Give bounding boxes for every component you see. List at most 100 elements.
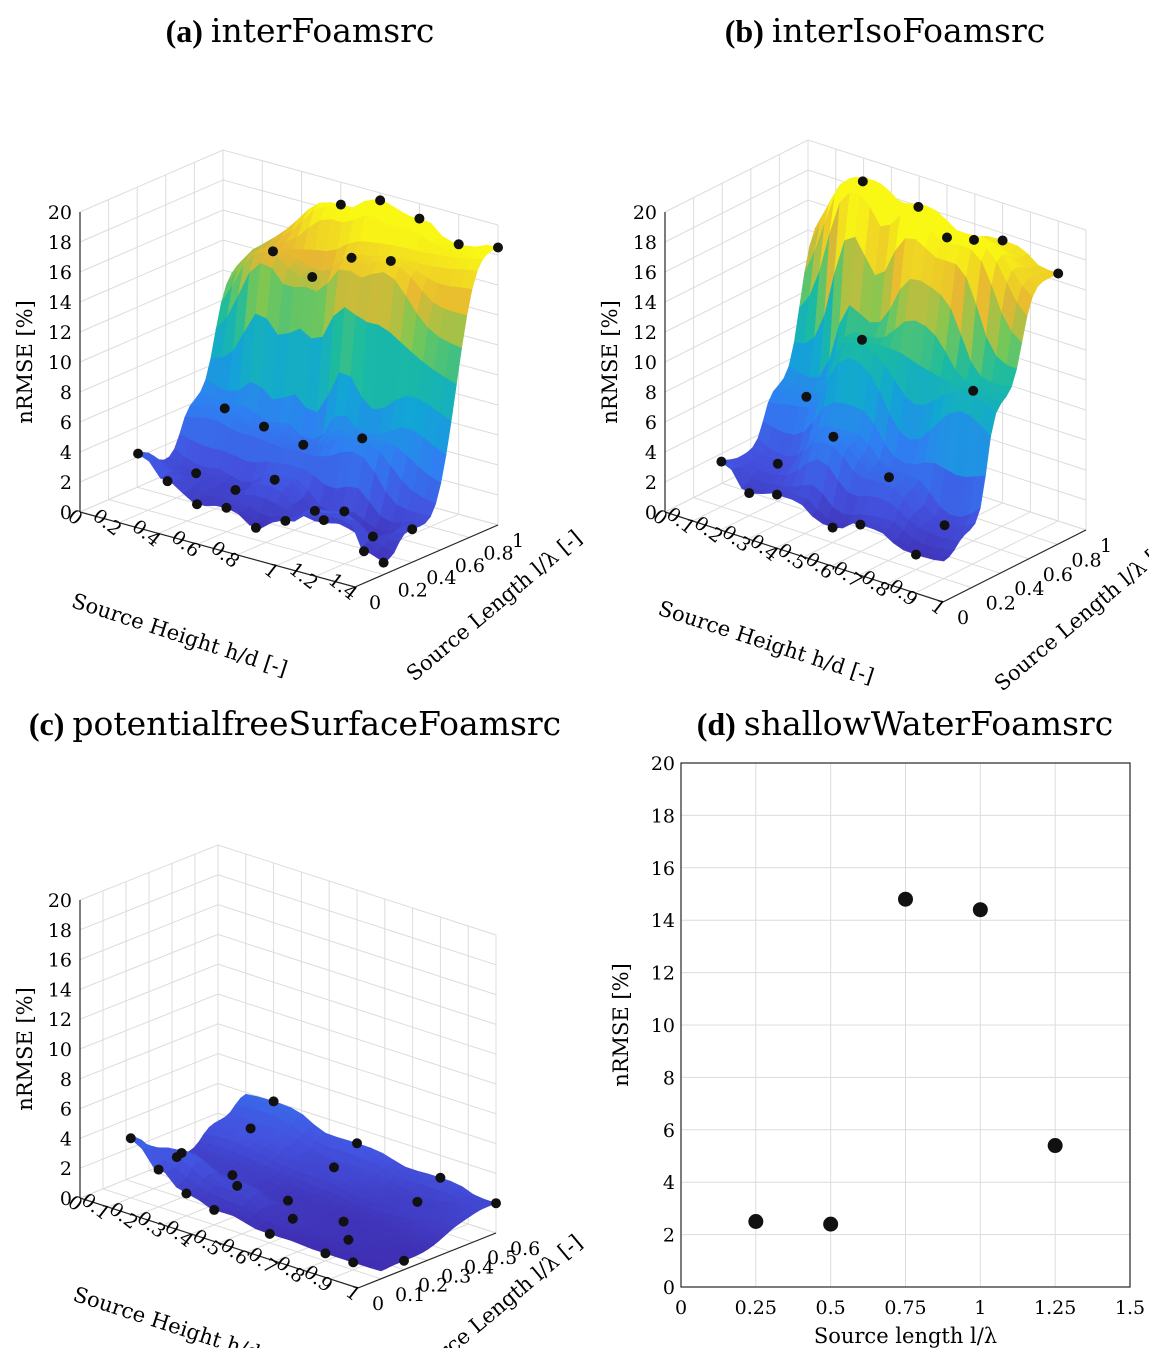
- data-point: [287, 1213, 298, 1224]
- data-point: [828, 431, 839, 442]
- y-tick-label: 0.8: [1071, 549, 1101, 571]
- data-point: [338, 1216, 349, 1227]
- z-tick-label: 8: [60, 382, 72, 404]
- data-point: [221, 502, 232, 513]
- y-axis: [354, 524, 499, 588]
- x-axis: [79, 511, 356, 588]
- z-tick-label: 0: [60, 1188, 72, 1210]
- y-tick-label: 0: [372, 1293, 384, 1315]
- x-tick-label: 1.5: [1115, 1297, 1145, 1319]
- panel-title: (c) potentialfreeSurfaceFoamsrc: [29, 704, 561, 743]
- x-axis-label: Source length l/λ: [814, 1324, 997, 1348]
- data-point: [171, 1152, 182, 1163]
- z-tick-label: 18: [633, 232, 657, 254]
- z-tick-label: 8: [60, 1069, 72, 1091]
- x-tick-label: 0.75: [884, 1297, 926, 1319]
- data-point: [230, 484, 241, 495]
- data-point: [801, 391, 812, 402]
- y-tick-label: 0.2: [986, 593, 1016, 615]
- y-tick-label: 0.5: [487, 1247, 517, 1269]
- data-point: [898, 891, 913, 907]
- y-tick-label: 0.2: [398, 580, 428, 602]
- data-point: [367, 531, 378, 542]
- z-tick-label: 16: [633, 262, 657, 284]
- gridline-y: [693, 197, 972, 589]
- data-point: [219, 403, 230, 414]
- panel-title-text: potentialfreeSurfaceFoamsrc: [72, 704, 561, 743]
- z-tick-label: 18: [48, 232, 72, 254]
- data-point: [268, 1096, 279, 1107]
- data-point: [884, 472, 894, 483]
- y-tick-label: 10: [651, 1015, 675, 1037]
- y-tick-label: 0.4: [464, 1256, 494, 1278]
- data-point: [435, 1172, 446, 1183]
- y-tick-label: 0.1: [395, 1284, 425, 1306]
- data-point: [911, 549, 921, 560]
- data-point: [939, 520, 950, 531]
- gridline-z: [79, 904, 497, 996]
- data-point: [329, 1162, 339, 1173]
- data-point: [343, 1234, 354, 1245]
- gridline-z: [79, 963, 497, 1055]
- z-tick-label: 0: [60, 502, 72, 524]
- data-point: [414, 213, 425, 224]
- x-tick-label: 1.25: [1034, 1297, 1076, 1319]
- data-point: [491, 1198, 501, 1209]
- z-tick-label: 14: [48, 979, 72, 1001]
- z-tick-label: 4: [60, 1128, 72, 1150]
- panel-title: (d) shallowWaterFoamsrc: [697, 704, 1114, 743]
- z-tick-label: 2: [60, 1158, 72, 1180]
- data-point: [125, 1133, 136, 1144]
- data-point: [772, 489, 782, 500]
- data-point: [744, 488, 755, 499]
- x-tick-label: 1: [341, 1281, 364, 1306]
- y-tick-label: 0.2: [418, 1275, 448, 1297]
- y-tick-label: 8: [663, 1067, 675, 1089]
- data-point: [375, 195, 386, 206]
- data-point: [352, 1138, 362, 1149]
- z-tick-label: 12: [48, 322, 72, 344]
- plot-frame: [680, 762, 1131, 1288]
- y-tick-label: 0.6: [455, 555, 485, 577]
- y-tick-label: 4: [663, 1172, 675, 1194]
- y-tick-label: 0.8: [483, 542, 513, 564]
- gridline-y: [108, 199, 384, 576]
- y-tick-label: 0.6: [510, 1238, 540, 1260]
- data-point: [358, 546, 369, 557]
- data-point: [133, 448, 144, 459]
- data-point: [969, 234, 979, 245]
- panel-title-text: interIsoFoamsrc: [772, 11, 1045, 50]
- surface-patch: [932, 555, 950, 562]
- data-point: [1047, 1138, 1063, 1154]
- z-tick-label: 0: [645, 502, 657, 524]
- y-tick-label: 0: [957, 607, 969, 629]
- x-tick-label: 0: [675, 1297, 687, 1319]
- data-point: [399, 1255, 409, 1266]
- y-tick-label: 0: [369, 592, 381, 614]
- panel-title: (b) interIsoFoamsrc: [725, 11, 1045, 50]
- z-tick-label: 10: [48, 352, 72, 374]
- data-point: [309, 505, 320, 516]
- z-tick-label: 4: [60, 442, 72, 464]
- z-tick-label: 2: [645, 472, 657, 494]
- y-tick-label: 0.6: [1043, 564, 1073, 586]
- data-point: [191, 468, 202, 479]
- data-point: [264, 1228, 275, 1239]
- panel-c: (c) potentialfreeSurfaceFoamsrc0246810121…: [13, 704, 587, 1348]
- data-point: [913, 201, 924, 212]
- y-axis: [942, 529, 1087, 603]
- panel-tag: (d): [697, 706, 736, 742]
- y-tick-label: 0.4: [1014, 578, 1044, 600]
- data-point: [283, 1195, 293, 1206]
- x-axis: [664, 511, 944, 603]
- data-point: [209, 1204, 220, 1215]
- z-tick-label: 18: [48, 920, 72, 942]
- z-tick-label: 16: [48, 950, 72, 972]
- z-tick-label: 10: [633, 352, 657, 374]
- z-tick-label: 14: [48, 292, 72, 314]
- data-point: [855, 519, 866, 530]
- z-tick-label: 16: [48, 262, 72, 284]
- z-axis-label: nRMSE [%]: [13, 987, 37, 1111]
- data-point: [346, 252, 357, 263]
